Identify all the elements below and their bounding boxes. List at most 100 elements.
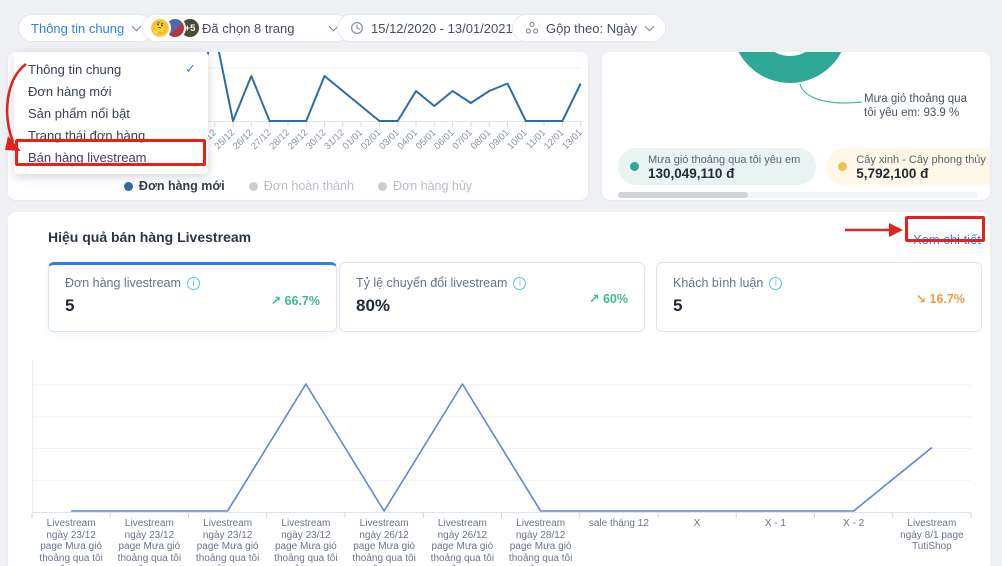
- report-type-selector[interactable]: Thông tin chung: [18, 14, 154, 42]
- trend-down-icon: ↘: [915, 292, 927, 306]
- group-by-selector[interactable]: Gộp theo: Ngày: [512, 14, 667, 42]
- x-axis-label: Livestream ngày 8/1 page TutiShop: [900, 518, 964, 552]
- x-axis-label: Livestream ngày 26/12 page Mưa gió thoản…: [352, 518, 416, 566]
- kpi-card-customer-comments[interactable]: Khách bình luận i 5 ↘ 16.7%: [656, 262, 982, 332]
- x-axis-label: 25/12: [213, 127, 238, 152]
- trend-value: 16.7%: [929, 292, 965, 306]
- trend-up-icon: ↗: [589, 292, 600, 306]
- kpi-label: Khách bình luận: [673, 276, 764, 290]
- x-axis-label: 04/01: [396, 127, 421, 152]
- page-selector-label: Đã chọn 8 trang: [202, 20, 295, 36]
- avatar: 🤔: [149, 17, 171, 39]
- annotation-line: tôi yêu em: 93.9 %: [864, 107, 960, 119]
- info-icon[interactable]: i: [769, 276, 783, 290]
- group-icon: [525, 21, 539, 34]
- chevron-down-icon: [131, 21, 142, 31]
- livestream-chart-x-axis: Livestream ngày 23/12 page Mưa gió thoản…: [32, 518, 971, 566]
- legend-item-completed-orders[interactable]: Đơn hoàn thành: [248, 179, 354, 193]
- page-avatars: 🤔 +5: [149, 17, 201, 39]
- chips-scrollbar-thumb[interactable]: [618, 192, 748, 198]
- x-axis-label: 27/12: [249, 127, 274, 152]
- legend-label: Đơn hàng mới: [138, 179, 225, 193]
- kpi-value: 80%: [356, 296, 391, 315]
- info-icon[interactable]: i: [513, 276, 527, 290]
- x-axis-label: 31/12: [322, 127, 347, 152]
- legend-item-cancelled-orders[interactable]: Đơn hàng hủy: [377, 179, 473, 193]
- legend-label: Đơn hàng hủy: [392, 179, 473, 193]
- x-axis-label: Livestream ngày 23/12 page Mưa gió thoản…: [195, 518, 260, 566]
- trend-value: 60%: [602, 292, 628, 306]
- chip-name: Mưa gió thoảng qua tôi yêu em: [648, 154, 801, 166]
- annotation-line: Mưa gió thoảng qua: [864, 93, 967, 105]
- revenue-chip-mua-gio[interactable]: Mưa gió thoảng qua tôi yêu em 130,049,11…: [618, 148, 817, 185]
- livestream-line-series: [71, 383, 933, 512]
- page-selector[interactable]: 🤔 +5 Đã chọn 8 trang: [142, 14, 350, 42]
- topbar: Thông tin chung 🤔 +5 Đã chọn 8 trang 15/…: [0, 0, 1002, 52]
- x-axis-label: Livestream ngày 28/12 page Mưa gió thoản…: [508, 518, 573, 566]
- x-axis-label: Livestream ngày 23/12 page Mưa gió thoản…: [117, 518, 182, 566]
- menu-item-label: Sản phẩm nổi bật: [28, 105, 130, 121]
- kpi-value: 5: [65, 296, 75, 315]
- kpi-label: Đơn hàng livestream: [65, 276, 181, 290]
- x-axis-label: X - 2: [843, 518, 865, 529]
- menu-item-don-hang-moi[interactable]: Đơn hàng mới: [14, 80, 208, 102]
- group-by-label: Gộp theo: Ngày: [546, 20, 638, 36]
- chip-value: 130,049,110 đ: [648, 166, 735, 181]
- more-pages-badge: +5: [181, 19, 199, 37]
- menu-item-label: Trạng thái đơn hàng: [28, 127, 146, 143]
- info-icon[interactable]: i: [186, 276, 200, 290]
- kpi-trend-badge: ↗ 60%: [589, 291, 628, 306]
- chip-value: 5,792,100 đ: [856, 166, 929, 181]
- revenue-donut-card: Mưa gió thoảng qua tôi yêu em: 93.9 % Mư…: [602, 52, 990, 200]
- chips-scrollbar-track[interactable]: [618, 192, 978, 198]
- clock-icon: [350, 21, 364, 35]
- trend-value: 66.7%: [284, 294, 320, 308]
- kpi-card-livestream-orders[interactable]: Đơn hàng livestream i 5 ↗ 66.7%: [48, 262, 337, 332]
- report-type-dropdown-menu: Thông tin chung ✓ Đơn hàng mới Sản phẩm …: [14, 52, 208, 174]
- kpi-label: Tỷ lệ chuyển đổi livestream: [356, 276, 508, 290]
- menu-item-san-pham-noi-bat[interactable]: Sản phẩm nổi bật: [14, 102, 208, 124]
- menu-item-ban-hang-livestream[interactable]: Bán hàng livestream: [14, 146, 208, 168]
- x-axis-label: Livestream ngày 23/12 page Mưa gió thoản…: [274, 518, 338, 566]
- x-axis-label: X: [693, 518, 701, 529]
- x-axis-label: 07/01: [450, 127, 475, 152]
- x-axis-label: 01/01: [341, 127, 366, 152]
- x-axis-label: 10/01: [505, 127, 530, 152]
- menu-item-label: Thông tin chung: [28, 61, 122, 77]
- date-range-label: 15/12/2020 - 13/01/2021: [371, 20, 513, 36]
- legend-dot-icon: [630, 162, 639, 171]
- legend-dot-icon: [248, 181, 258, 191]
- check-icon: ✓: [185, 61, 196, 76]
- x-axis-label: Livestream ngày 26/12 page Mưa gió thoản…: [430, 518, 495, 566]
- revenue-chip-cay-xinh[interactable]: Cây xinh - Cây phong thủy 5,792,100 đ: [826, 148, 990, 185]
- x-axis-label: 09/01: [487, 127, 512, 152]
- menu-item-thong-tin-chung[interactable]: Thông tin chung ✓: [14, 58, 208, 80]
- x-axis-label: 05/01: [414, 127, 439, 152]
- x-axis-label: sale tháng 12: [588, 518, 649, 529]
- x-axis-label: 29/12: [286, 127, 311, 152]
- legend-label: Đơn hoàn thành: [263, 179, 354, 193]
- date-range-selector[interactable]: 15/12/2020 - 13/01/2021: [337, 14, 542, 42]
- legend-item-new-orders[interactable]: Đơn hàng mới: [123, 179, 225, 193]
- menu-item-label: Đơn hàng mới: [28, 83, 112, 99]
- donut-leader-line: [799, 83, 863, 104]
- report-type-label: Thông tin chung: [31, 20, 125, 36]
- x-axis-label: 30/12: [304, 127, 329, 152]
- menu-item-trang-thai-don-hang[interactable]: Trạng thái đơn hàng: [14, 124, 208, 146]
- x-axis-label: 06/01: [432, 127, 457, 152]
- kpi-value: 5: [673, 296, 683, 315]
- livestream-performance-section: Hiệu quả bán hàng Livestream Xem chi tiế…: [8, 212, 990, 566]
- x-axis-label: X - 1: [764, 518, 786, 529]
- x-axis-label: Livestream ngày 23/12 page Mưa gió thoản…: [39, 518, 103, 566]
- revenue-donut-chart: [732, 52, 848, 83]
- x-axis-label: 03/01: [377, 127, 402, 152]
- kpi-card-conversion-rate[interactable]: Tỷ lệ chuyển đổi livestream i 80% ↗ 60%: [339, 262, 645, 332]
- x-axis-label: 12/01: [542, 127, 567, 152]
- revenue-legend-chips: Mưa gió thoảng qua tôi yêu em 130,049,11…: [618, 148, 990, 185]
- chevron-down-icon: [644, 21, 655, 31]
- chip-name: Cây xinh - Cây phong thủy: [856, 154, 986, 166]
- section-title: Hiệu quả bán hàng Livestream: [48, 229, 252, 245]
- orders-chart-legend: Đơn hàng mới Đơn hoàn thành Đơn hàng hủy: [8, 179, 588, 193]
- trend-up-icon: ↗: [270, 294, 282, 308]
